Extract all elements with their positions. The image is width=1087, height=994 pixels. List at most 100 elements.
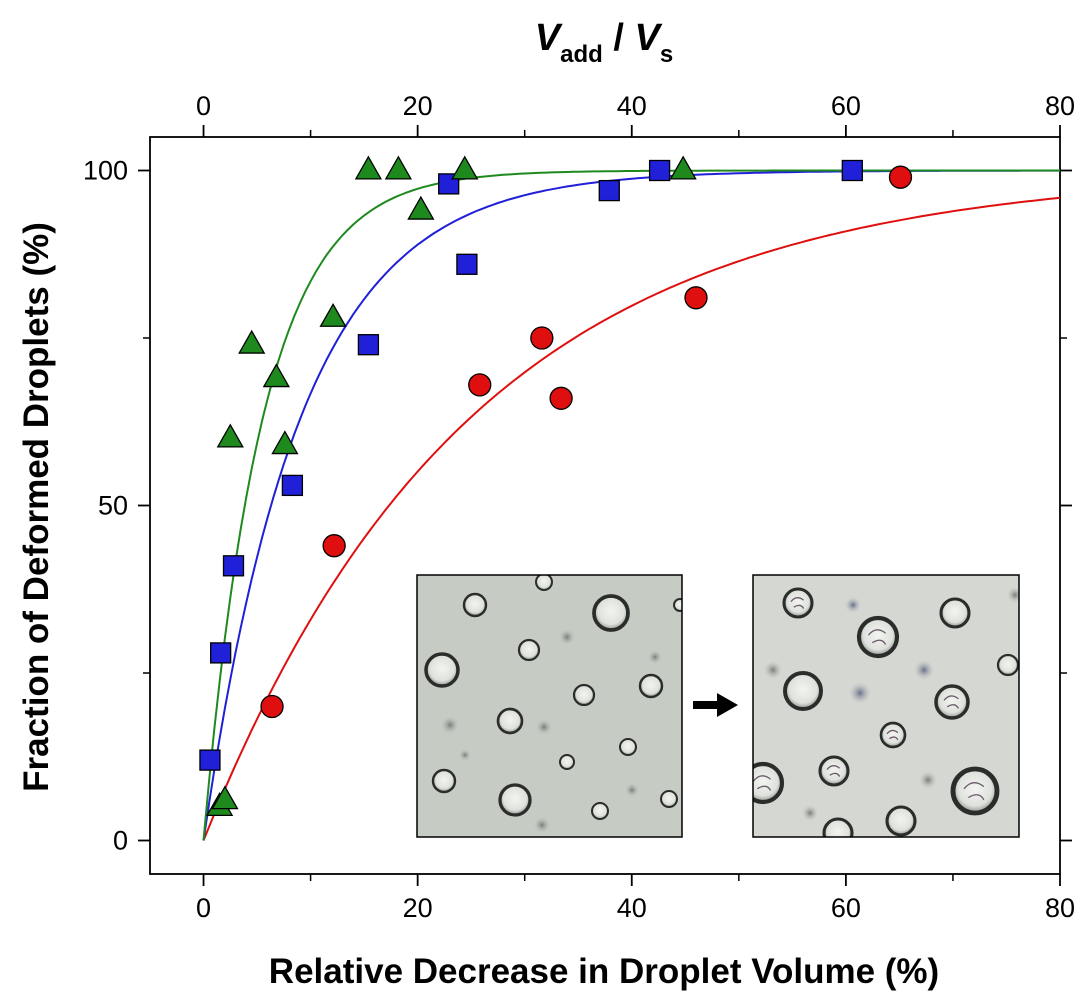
blurred-droplet xyxy=(802,805,818,821)
data-point-square xyxy=(598,179,620,202)
y-tick-label: 100 xyxy=(83,156,128,186)
top-axis-title-v2: V xyxy=(635,17,663,59)
top-axis-title-sep: / xyxy=(603,17,635,59)
inset-before-frame xyxy=(416,574,683,838)
droplet xyxy=(950,766,1000,816)
droplet xyxy=(934,684,970,720)
data-point-circle xyxy=(888,165,913,189)
data-point-square xyxy=(210,642,232,664)
data-point-triangle xyxy=(354,155,383,180)
x-tick-label: 40 xyxy=(617,893,647,923)
data-points xyxy=(199,155,913,817)
droplet xyxy=(462,592,488,618)
droplet xyxy=(535,575,553,591)
droplet xyxy=(856,615,900,659)
x2-tick-label: 40 xyxy=(617,91,647,121)
droplet xyxy=(822,817,854,837)
fit-curves xyxy=(202,169,1061,841)
data-point-triangle xyxy=(211,785,239,810)
tick-marks xyxy=(138,125,1072,886)
droplet xyxy=(496,707,524,735)
droplet xyxy=(431,768,457,794)
top-axis-title-v1: V xyxy=(535,17,563,59)
data-point-triangle xyxy=(271,430,299,455)
inset-micrographs xyxy=(416,574,1020,838)
droplet-wrinkle xyxy=(826,765,841,777)
data-point-triangle xyxy=(262,363,290,388)
data-point-circle xyxy=(684,286,708,310)
droplets-after-micrograph xyxy=(753,575,1019,837)
droplet xyxy=(885,805,917,837)
droplet-wrinkle xyxy=(886,729,899,741)
data-point-triangle xyxy=(238,329,266,354)
data-point-circle xyxy=(322,534,346,558)
droplet xyxy=(638,673,664,699)
data-point-circle xyxy=(549,386,573,410)
blurred-droplet xyxy=(459,749,471,761)
droplet xyxy=(753,761,785,805)
blurred-droplet xyxy=(648,650,662,664)
data-point-triangle xyxy=(669,155,697,180)
data-point-triangle xyxy=(319,302,347,327)
x2-tick-label: 60 xyxy=(831,91,861,121)
blurred-droplet xyxy=(534,817,550,833)
droplet-wrinkle xyxy=(963,782,985,801)
data-point-square xyxy=(222,555,245,577)
blurred-droplet xyxy=(919,771,937,789)
blurred-droplet xyxy=(1007,587,1019,603)
fit-curve-circle xyxy=(202,196,1061,841)
blurred-droplet xyxy=(845,597,861,613)
x-tick-label: 20 xyxy=(403,893,433,923)
droplet xyxy=(592,594,630,632)
data-point-triangle xyxy=(216,423,244,448)
droplet-wrinkle xyxy=(867,629,887,645)
droplet xyxy=(619,738,637,756)
droplets-before-micrograph xyxy=(417,575,682,837)
data-point-square xyxy=(841,159,863,182)
data-point-square xyxy=(648,159,671,182)
y-tick-label: 0 xyxy=(113,826,128,856)
droplet-wrinkle xyxy=(753,775,772,791)
blurred-droplet xyxy=(849,682,871,704)
droplet xyxy=(673,598,682,612)
droplet xyxy=(517,638,541,662)
x-axis-title: Relative Decrease in Droplet Volume (%) xyxy=(269,952,939,991)
data-point-triangle xyxy=(384,155,412,180)
y-axis-title: Fraction of Deformed Droplets (%) xyxy=(17,222,56,792)
data-point-square xyxy=(281,474,304,497)
x2-tick-label: 80 xyxy=(1045,91,1075,121)
data-point-circle xyxy=(468,373,492,397)
data-point-triangle xyxy=(407,195,435,220)
top-axis-title-sub1: add xyxy=(560,41,603,68)
x-tick-label: 80 xyxy=(1045,893,1075,923)
data-point-triangle xyxy=(451,155,479,180)
droplet xyxy=(783,671,823,711)
tick-labels: 0 20 40 60 80 0 20 40 60 80 0 50 100 xyxy=(83,91,1075,923)
droplet-wrinkle xyxy=(943,695,959,709)
droplet xyxy=(879,721,907,749)
top-axis-title: Vadd / Vs xyxy=(535,17,673,68)
data-point-circle xyxy=(260,694,284,719)
blurred-droplet xyxy=(559,629,575,645)
data-point-square xyxy=(456,253,478,275)
data-point-square xyxy=(199,749,221,771)
top-axis-title-sub2: s xyxy=(660,41,673,68)
blurred-droplet xyxy=(764,661,782,679)
fit-curve-triangle xyxy=(202,169,1060,841)
x-tick-label: 60 xyxy=(831,893,861,923)
droplet xyxy=(818,755,850,787)
droplet xyxy=(996,653,1019,677)
droplet xyxy=(498,783,532,817)
blurred-droplet xyxy=(536,719,552,735)
droplet xyxy=(591,802,609,820)
droplet xyxy=(424,652,460,688)
blurred-droplet xyxy=(441,716,459,734)
arrow-icon xyxy=(693,693,738,717)
data-point-circle xyxy=(530,326,554,350)
droplet xyxy=(782,587,814,619)
micrograph-background xyxy=(417,575,682,837)
droplet xyxy=(559,754,575,770)
x-tick-label: 0 xyxy=(196,893,211,923)
droplet-wrinkle xyxy=(790,597,805,609)
